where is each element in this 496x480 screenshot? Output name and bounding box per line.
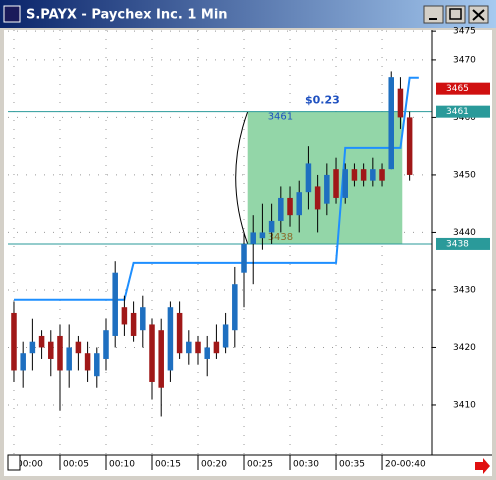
change-label: $0.23 <box>305 94 340 107</box>
app-icon <box>3 5 21 23</box>
window-buttons[interactable] <box>423 5 489 24</box>
indicator-line <box>13 76 419 301</box>
level-label: 3438 <box>268 232 293 243</box>
candle-body <box>259 232 266 239</box>
range-bracket <box>235 111 249 245</box>
scroll-box[interactable] <box>7 454 21 471</box>
candle-body <box>250 232 256 244</box>
close-glyph <box>472 9 485 21</box>
level-tag <box>436 237 490 250</box>
candle-body <box>121 307 128 325</box>
candle-body <box>360 169 367 181</box>
candle-body <box>57 335 63 371</box>
candle-body <box>305 163 312 193</box>
candle-body <box>268 220 275 233</box>
candle-body <box>333 169 339 198</box>
candle-body <box>379 169 385 181</box>
y-tick-label: 3410 <box>453 400 476 410</box>
y-tick-label: 3420 <box>453 343 476 353</box>
title-bar <box>0 0 496 28</box>
level-tag <box>436 105 490 118</box>
candle-body <box>397 88 404 118</box>
window-title: S.PAYX - Paychex Inc. 1 Min <box>26 8 228 23</box>
level-tag-label: 3438 <box>446 239 469 249</box>
minimize-button[interactable] <box>423 5 444 24</box>
x-tick-label: 00:15 <box>155 460 181 470</box>
candle-body <box>241 243 247 273</box>
x-tick-label: 00:20 <box>201 460 227 470</box>
candle-body <box>213 341 220 354</box>
y-tick-label: 3430 <box>453 285 476 295</box>
x-tick-label: 00:35 <box>339 460 365 470</box>
x-tick-label: 00:25 <box>247 460 273 470</box>
candle-body <box>370 169 376 181</box>
y-tick-label: 3475 <box>453 27 476 37</box>
candle-body <box>130 312 137 336</box>
candle-body <box>149 324 155 382</box>
maximize-glyph <box>449 8 462 20</box>
level-label: 3461 <box>268 112 293 123</box>
candle-body <box>48 341 54 359</box>
x-tick-label: 00:00 <box>17 460 43 470</box>
candle-body <box>388 77 394 170</box>
candle-body <box>112 272 118 336</box>
x-tick-label: 00:30 <box>293 460 319 470</box>
candle-body <box>324 174 330 204</box>
y-tick-label: 3470 <box>453 55 476 65</box>
x-tick-label: 20-00:40 <box>385 460 426 470</box>
candle-body <box>176 312 183 354</box>
y-tick-label: 3460 <box>453 113 476 123</box>
candle-body <box>186 341 192 354</box>
last-price-label: 3465 <box>446 84 469 94</box>
candle-body <box>38 335 45 348</box>
candle-body <box>94 353 100 377</box>
y-tick-label: 3450 <box>453 170 476 180</box>
candle-body <box>342 169 348 198</box>
scroll-arrow[interactable] <box>475 458 490 474</box>
candle-body <box>29 341 36 354</box>
candle-body <box>296 192 302 216</box>
chart-area <box>4 30 492 476</box>
candle-body <box>287 197 293 216</box>
candle-body <box>195 341 201 354</box>
candle-body <box>84 353 91 371</box>
candle-body <box>20 353 26 371</box>
level-tag-label: 3461 <box>446 107 469 117</box>
candle-body <box>204 347 210 359</box>
last-price-tag <box>436 82 490 95</box>
candle-body <box>222 324 229 348</box>
candle-body <box>406 117 413 175</box>
candle-body <box>351 169 358 181</box>
y-tick-label: 3440 <box>453 228 476 238</box>
x-tick-label: 00:05 <box>63 460 89 470</box>
candle-body <box>75 341 82 354</box>
x-tick-label: 00:10 <box>109 460 135 470</box>
candle-body <box>66 347 72 371</box>
candle-body <box>167 307 174 371</box>
candle-body <box>232 284 238 331</box>
candle-body <box>278 197 284 221</box>
candle-body <box>11 312 17 371</box>
candle-body <box>314 186 321 210</box>
candle-body <box>103 330 109 359</box>
candle-body <box>158 330 164 388</box>
candle-body <box>140 307 146 331</box>
